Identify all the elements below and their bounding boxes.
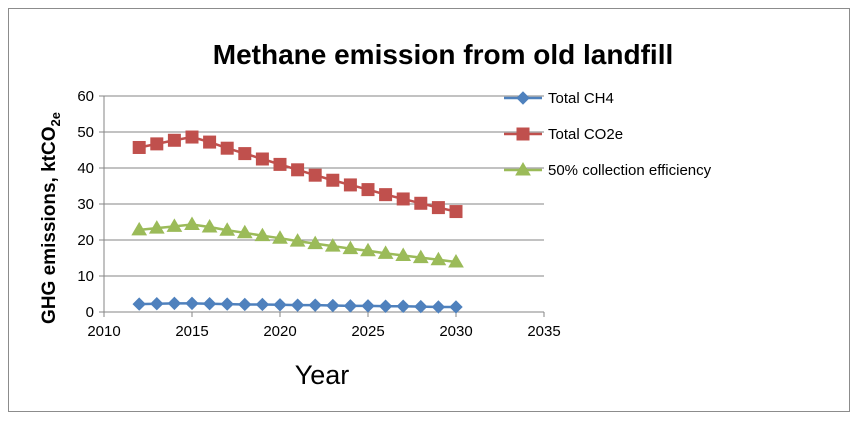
data-point-total-co2e bbox=[185, 130, 199, 144]
legend-marker bbox=[515, 162, 531, 176]
data-point-total-ch4 bbox=[449, 300, 463, 314]
x-tick-label: 2030 bbox=[439, 323, 472, 340]
data-point-total-ch4 bbox=[185, 296, 199, 311]
x-axis-label: Year bbox=[295, 360, 350, 390]
data-point-collection-efficiency bbox=[219, 222, 236, 236]
x-tick-label: 2010 bbox=[87, 323, 120, 340]
data-point-collection-efficiency bbox=[324, 238, 341, 252]
data-point-collection-efficiency bbox=[184, 216, 200, 231]
data-point-total-ch4 bbox=[220, 297, 234, 311]
y-tick-label: 0 bbox=[86, 304, 94, 321]
series-total-ch4 bbox=[132, 296, 463, 314]
x-tick-labels: 2010 2015 2020 2025 2030 2035 bbox=[87, 323, 560, 340]
data-point-total-co2e bbox=[291, 163, 305, 177]
x-tick-label: 2020 bbox=[263, 323, 296, 340]
data-point-collection-efficiency bbox=[360, 242, 376, 257]
y-tick-label: 30 bbox=[77, 196, 94, 213]
data-point-total-co2e bbox=[449, 205, 463, 219]
data-point-total-co2e bbox=[273, 157, 287, 171]
data-point-collection-efficiency bbox=[395, 247, 412, 261]
legend-item-total-ch4: Total CH4 bbox=[504, 90, 614, 107]
data-point-total-ch4 bbox=[361, 299, 375, 313]
data-point-total-co2e bbox=[343, 178, 357, 192]
data-point-total-co2e bbox=[255, 152, 269, 166]
legend-label: 50% collection efficiency bbox=[548, 162, 712, 179]
data-point-total-ch4 bbox=[132, 297, 146, 311]
y-tick-label: 60 bbox=[77, 88, 94, 105]
data-point-total-co2e bbox=[361, 183, 375, 197]
gridlines bbox=[104, 95, 544, 277]
axes bbox=[99, 95, 545, 317]
data-point-collection-efficiency bbox=[448, 253, 464, 268]
data-point-collection-efficiency bbox=[289, 233, 306, 247]
data-point-total-co2e bbox=[414, 196, 428, 210]
data-point-total-co2e bbox=[238, 147, 252, 161]
data-point-collection-efficiency bbox=[201, 219, 218, 233]
data-point-collection-efficiency bbox=[272, 230, 288, 244]
legend-item-total-co2e: Total CO2e bbox=[504, 126, 623, 143]
data-point-total-co2e bbox=[132, 140, 146, 154]
y-tick-label: 20 bbox=[77, 232, 94, 249]
x-tick-label: 2025 bbox=[351, 323, 384, 340]
y-axis-label-subscript: 2e bbox=[48, 112, 63, 126]
data-point-collection-efficiency bbox=[307, 235, 324, 250]
chart-title: Methane emission from old landfill bbox=[213, 39, 674, 70]
legend-marker bbox=[516, 91, 530, 105]
data-point-total-ch4 bbox=[150, 297, 164, 311]
y-tick-label: 50 bbox=[77, 124, 94, 141]
data-point-collection-efficiency bbox=[430, 251, 447, 266]
legend-item-collection-efficiency: 50% collection efficiency bbox=[504, 162, 712, 179]
data-point-total-co2e bbox=[203, 135, 217, 149]
y-axis-label: GHG emissions, ktCO2e bbox=[39, 112, 63, 324]
data-point-total-co2e bbox=[326, 173, 340, 187]
data-point-total-ch4 bbox=[273, 298, 287, 312]
data-point-total-ch4 bbox=[343, 299, 358, 313]
data-point-total-ch4 bbox=[326, 298, 340, 313]
data-point-total-ch4 bbox=[308, 298, 322, 312]
y-axis-label-main: GHG emissions, ktCO bbox=[39, 127, 60, 324]
legend-label: Total CH4 bbox=[548, 90, 614, 107]
data-point-collection-efficiency bbox=[412, 249, 429, 264]
data-point-total-co2e bbox=[167, 133, 181, 147]
data-point-total-ch4 bbox=[255, 297, 270, 312]
data-point-total-co2e bbox=[431, 201, 445, 215]
data-point-total-ch4 bbox=[238, 297, 252, 312]
data-point-total-ch4 bbox=[290, 298, 305, 312]
y-tick-label: 40 bbox=[77, 160, 94, 177]
data-point-total-co2e bbox=[379, 188, 393, 202]
data-point-total-ch4 bbox=[378, 299, 393, 313]
data-point-collection-efficiency bbox=[377, 245, 394, 259]
data-point-total-ch4 bbox=[396, 299, 410, 313]
legend-marker bbox=[516, 127, 530, 141]
y-tick-label: 10 bbox=[77, 268, 94, 285]
data-point-collection-efficiency bbox=[342, 240, 359, 255]
legend-label: Total CO2e bbox=[548, 126, 623, 143]
x-tick-label: 2015 bbox=[175, 323, 208, 340]
data-point-total-co2e bbox=[308, 168, 322, 182]
data-point-total-ch4 bbox=[414, 299, 428, 314]
data-point-collection-efficiency bbox=[131, 221, 148, 236]
series-collection-efficiency bbox=[131, 216, 464, 268]
data-point-collection-efficiency bbox=[166, 218, 183, 232]
data-point-total-co2e bbox=[396, 192, 410, 206]
data-point-collection-efficiency bbox=[254, 227, 271, 242]
y-tick-labels: 0 10 20 30 40 50 60 bbox=[77, 88, 94, 321]
legend: Total CH4 Total CO2e 50% collection effici… bbox=[504, 90, 712, 179]
data-point-total-ch4 bbox=[167, 296, 182, 311]
data-point-collection-efficiency bbox=[236, 224, 253, 239]
data-point-total-ch4 bbox=[202, 297, 217, 311]
data-point-collection-efficiency bbox=[148, 220, 165, 234]
data-point-total-ch4 bbox=[431, 300, 446, 314]
chart-frame bbox=[8, 8, 850, 412]
series-total-co2e bbox=[132, 130, 463, 219]
x-tick-label: 2035 bbox=[527, 323, 560, 340]
data-point-total-co2e bbox=[220, 141, 234, 155]
data-point-total-co2e bbox=[150, 137, 164, 151]
series-group bbox=[131, 130, 464, 314]
